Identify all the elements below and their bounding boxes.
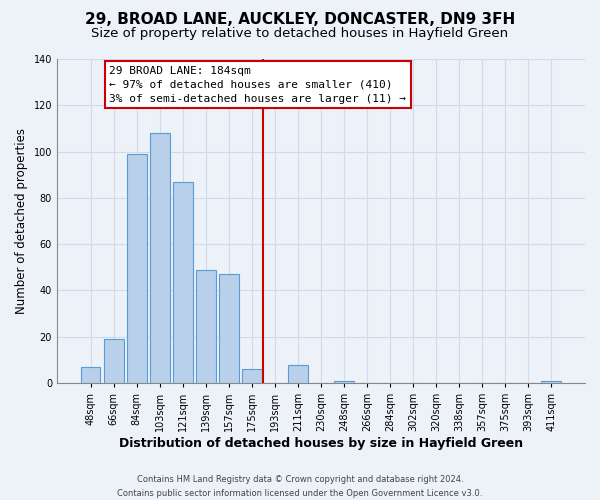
Bar	[104, 339, 124, 383]
Bar	[288, 364, 308, 383]
Bar	[173, 182, 193, 383]
Bar	[219, 274, 239, 383]
Bar	[127, 154, 146, 383]
Text: Contains HM Land Registry data © Crown copyright and database right 2024.
Contai: Contains HM Land Registry data © Crown c…	[118, 476, 482, 498]
Bar	[150, 133, 170, 383]
Bar	[334, 380, 354, 383]
Bar	[541, 380, 561, 383]
Text: Size of property relative to detached houses in Hayfield Green: Size of property relative to detached ho…	[91, 28, 509, 40]
Bar	[196, 270, 215, 383]
Bar	[81, 367, 100, 383]
Bar	[242, 369, 262, 383]
Text: 29, BROAD LANE, AUCKLEY, DONCASTER, DN9 3FH: 29, BROAD LANE, AUCKLEY, DONCASTER, DN9 …	[85, 12, 515, 28]
Y-axis label: Number of detached properties: Number of detached properties	[15, 128, 28, 314]
X-axis label: Distribution of detached houses by size in Hayfield Green: Distribution of detached houses by size …	[119, 437, 523, 450]
Text: 29 BROAD LANE: 184sqm
← 97% of detached houses are smaller (410)
3% of semi-deta: 29 BROAD LANE: 184sqm ← 97% of detached …	[109, 66, 406, 104]
